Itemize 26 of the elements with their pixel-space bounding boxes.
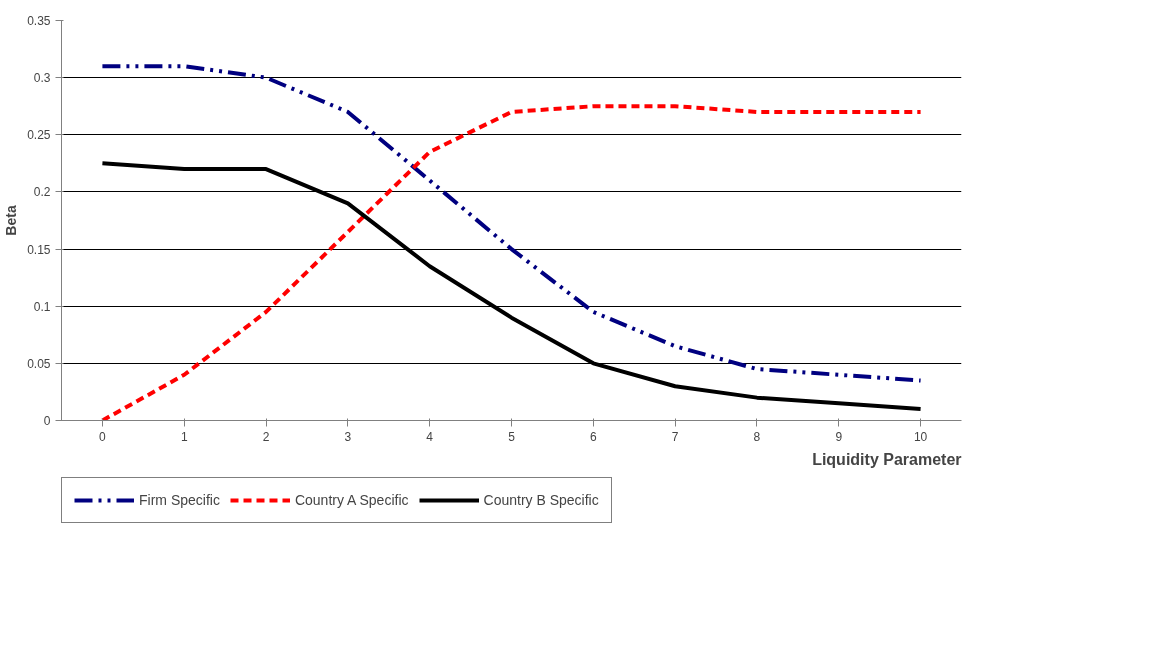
y-axis-title: Beta — [3, 205, 20, 236]
y-tick-label: 0.35 — [27, 14, 51, 28]
x-tick-label: 9 — [835, 429, 843, 444]
x-tick-label: 2 — [262, 429, 270, 444]
y-tick-label: 0.05 — [27, 356, 51, 371]
legend-label: Country B Specific — [483, 492, 599, 508]
y-tick-label: 0.3 — [33, 71, 51, 86]
x-tick-label: 4 — [426, 429, 434, 444]
line-series — [100, 64, 923, 383]
x-tick-label: 10 — [913, 429, 928, 444]
y-tick-label: 0.15 — [27, 242, 51, 257]
x-tick-label: 6 — [589, 429, 597, 444]
legend-label: Firm Specific — [139, 492, 220, 508]
x-tick-label: 0 — [99, 429, 107, 444]
x-tick-label: 3 — [344, 429, 352, 444]
y-tick-label: 0.2 — [33, 185, 51, 200]
x-tick-label: 7 — [671, 429, 679, 444]
legend-label: Country A Specific — [294, 492, 409, 508]
x-tick-label: 5 — [508, 429, 516, 444]
x-axis-title: Liquidity Parameter — [812, 450, 962, 468]
x-tick-label: 1 — [180, 429, 188, 444]
line-series — [100, 104, 923, 421]
y-tick-label: 0.1 — [33, 299, 51, 314]
x-tick-label: 8 — [753, 429, 761, 444]
y-tick-label: 0.25 — [27, 128, 51, 143]
y-tick-label: 0 — [43, 414, 51, 428]
